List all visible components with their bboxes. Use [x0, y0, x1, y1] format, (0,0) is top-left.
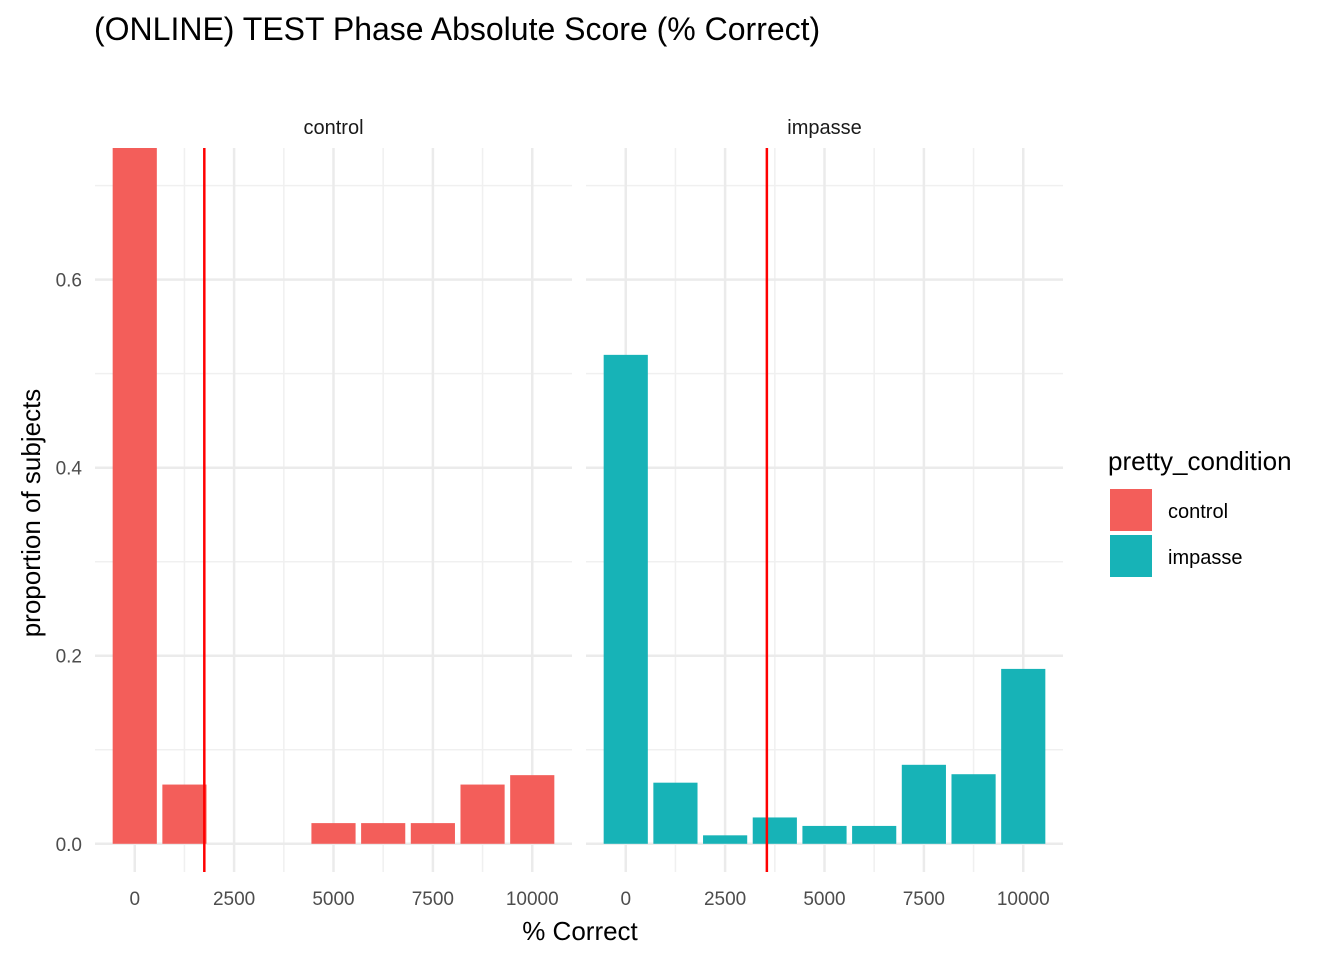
x-tick-label: 5000	[312, 889, 354, 910]
legend-label-control: control	[1168, 501, 1228, 523]
legend: pretty_condition control impasse	[1108, 446, 1292, 577]
legend-label-impasse: impasse	[1168, 547, 1242, 569]
bar-impasse	[901, 764, 946, 844]
bar-control	[361, 823, 406, 844]
facet-panel-control: control 0 2500 5000 7500 10000	[95, 117, 572, 910]
x-axis-title: % Correct	[522, 916, 638, 946]
bar-impasse	[653, 782, 698, 844]
y-axis-ticks: 0.0 0.2 0.4 0.6	[56, 271, 83, 856]
y-tick-label: 0.0	[56, 835, 82, 856]
bar-control	[410, 823, 455, 844]
bar-impasse	[703, 835, 748, 844]
y-axis-title: proportion of subjects	[16, 389, 46, 638]
x-tick-label: 10000	[997, 889, 1050, 910]
y-tick-label: 0.2	[56, 647, 82, 668]
facet-strip-impasse: impasse	[787, 117, 861, 139]
facet-panel-impasse: impasse 0 2500 5000 7500 10000	[586, 117, 1063, 910]
chart-title: (ONLINE) TEST Phase Absolute Score (% Co…	[94, 11, 820, 47]
x-tick-label: 7500	[412, 889, 454, 910]
bar-control	[460, 784, 505, 844]
y-tick-label: 0.6	[56, 271, 82, 292]
x-tick-label: 5000	[803, 889, 845, 910]
x-tick-label: 7500	[903, 889, 945, 910]
x-tick-label: 2500	[213, 889, 255, 910]
bar-impasse	[951, 774, 996, 844]
facet-strip-control: control	[303, 117, 363, 139]
bar-control	[311, 823, 356, 844]
bar-control	[162, 784, 207, 844]
bar-control	[112, 148, 157, 844]
bar-impasse	[802, 825, 847, 844]
x-tick-label: 0	[129, 889, 140, 910]
legend-title: pretty_condition	[1108, 446, 1292, 476]
x-tick-label: 0	[620, 889, 631, 910]
bar-impasse	[852, 825, 897, 844]
bar-impasse	[1001, 668, 1046, 844]
bar-control	[510, 775, 555, 844]
y-tick-label: 0.4	[56, 459, 83, 480]
bar-impasse	[603, 354, 648, 844]
x-tick-label: 10000	[506, 889, 559, 910]
x-tick-label: 2500	[704, 889, 746, 910]
legend-key-impasse	[1110, 535, 1152, 577]
legend-key-control	[1110, 489, 1152, 531]
bar-impasse	[752, 817, 797, 844]
